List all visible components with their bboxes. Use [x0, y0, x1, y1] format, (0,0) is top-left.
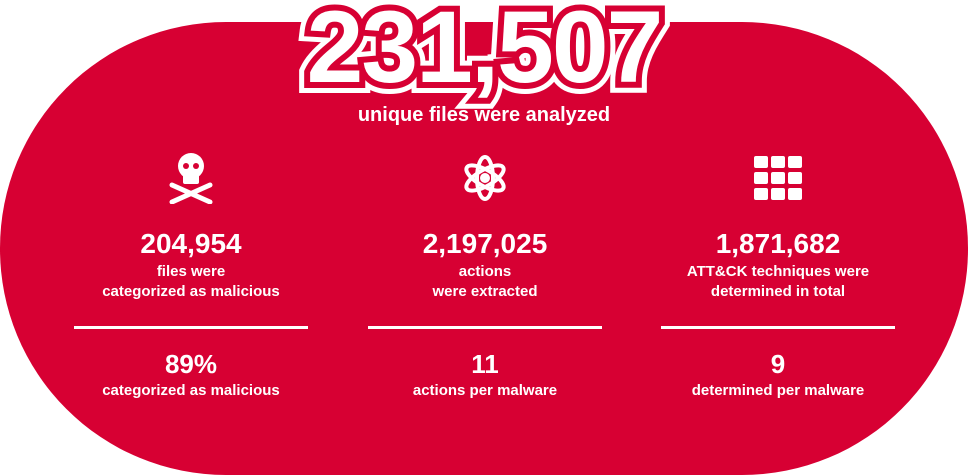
- stat-actions: 2,197,025 actions were extracted 11 actio…: [368, 150, 602, 401]
- background-pill: [0, 22, 968, 475]
- stat-sub-value: 9: [770, 349, 786, 379]
- hero-label: unique files were analyzed: [357, 104, 611, 126]
- stat-sub-label: determined per malware: [691, 382, 865, 399]
- stat-value: 204,954: [140, 228, 242, 259]
- grid-icon: [661, 150, 895, 206]
- divider: [74, 326, 308, 329]
- hero-value: 231,507: [306, 0, 664, 104]
- stat-sub-label: categorized as malicious: [102, 382, 280, 399]
- stat-sub-value: 89%: [164, 349, 218, 379]
- stat-label: ATT&CK techniques were: [686, 263, 870, 280]
- divider: [368, 326, 602, 329]
- stat-sub-label: actions per malware: [412, 382, 558, 399]
- hero-total: 231,507 231,507 231,507: [0, 0, 968, 113]
- atom-icon: [368, 150, 602, 206]
- stat-label: were extracted: [432, 283, 538, 300]
- stat-label: files were: [156, 263, 226, 280]
- stat-sub-value: 11: [471, 349, 499, 379]
- stat-malicious: 204,954 files were categorized as malicio…: [74, 150, 308, 401]
- stat-techniques: 1,871,682 ATT&CK techniques were determin…: [661, 150, 895, 401]
- stat-value: 2,197,025: [422, 228, 548, 259]
- stat-label: categorized as malicious: [102, 283, 280, 300]
- stat-value: 1,871,682: [715, 228, 841, 259]
- divider: [661, 326, 895, 329]
- stat-label: determined in total: [710, 283, 846, 300]
- stat-label: actions: [458, 263, 512, 280]
- skull-crossbones-icon: [74, 150, 308, 206]
